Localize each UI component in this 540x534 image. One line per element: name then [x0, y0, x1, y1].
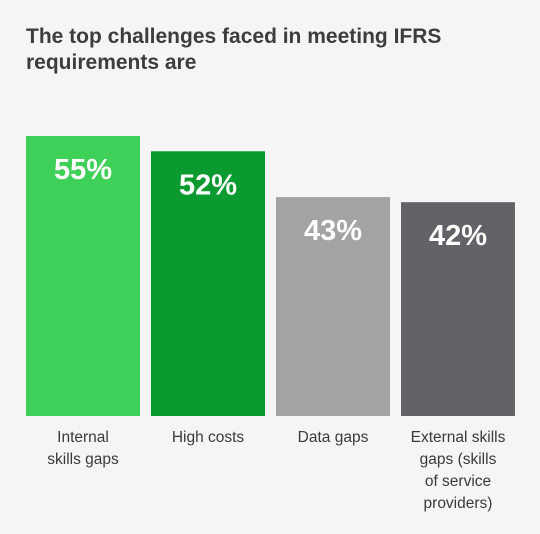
category-label-line: providers) — [424, 495, 493, 512]
bar-value-label: 42% — [429, 220, 487, 252]
category-label: External skills gaps (skills of service pro… — [411, 429, 506, 512]
category-label: Data gaps — [298, 429, 369, 446]
category-label-line: gaps (skills — [420, 451, 497, 468]
bar-value-label: 52% — [179, 169, 237, 201]
category-label-line: High costs — [172, 429, 245, 446]
bar-value-label: 43% — [304, 215, 362, 247]
chart-title: The top challenges faced in meeting IFRS… — [26, 25, 442, 74]
bar-3 — [276, 197, 390, 416]
category-label-line: of service — [425, 473, 491, 490]
bar-1 — [26, 136, 140, 416]
bar-2 — [151, 151, 265, 417]
category-label: Internal skills gaps — [47, 429, 119, 468]
category-label: High costs — [172, 429, 245, 446]
bar-value-label: 55% — [54, 154, 112, 186]
category-label-line: Internal — [57, 429, 109, 446]
category-label-line: skills gaps — [47, 451, 119, 468]
category-label-line: Data gaps — [298, 429, 369, 446]
category-label-line: External skills — [411, 429, 506, 446]
bar-4 — [401, 202, 515, 416]
